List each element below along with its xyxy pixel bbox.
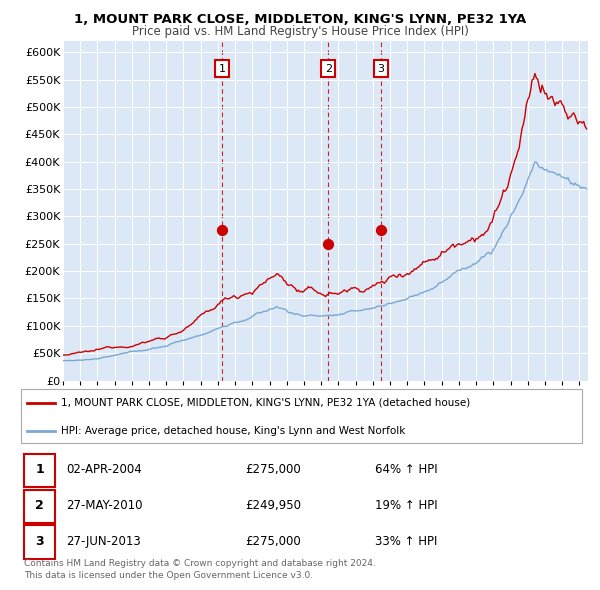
Text: 1, MOUNT PARK CLOSE, MIDDLETON, KING'S LYNN, PE32 1YA: 1, MOUNT PARK CLOSE, MIDDLETON, KING'S L… (74, 13, 526, 26)
FancyBboxPatch shape (23, 454, 55, 487)
Text: 19% ↑ HPI: 19% ↑ HPI (375, 499, 438, 512)
FancyBboxPatch shape (23, 490, 55, 523)
FancyBboxPatch shape (21, 389, 582, 442)
Point (217, 225, 227, 235)
Text: £249,950: £249,950 (245, 499, 301, 512)
Text: 64% ↑ HPI: 64% ↑ HPI (375, 463, 438, 476)
Text: 2: 2 (325, 64, 332, 74)
Text: 27-JUN-2013: 27-JUN-2013 (66, 535, 141, 548)
Text: HPI: Average price, detached house, King's Lynn and West Norfolk: HPI: Average price, detached house, King… (61, 426, 405, 435)
Text: 27-MAY-2010: 27-MAY-2010 (66, 499, 143, 512)
Text: 1: 1 (35, 463, 44, 476)
Text: 33% ↑ HPI: 33% ↑ HPI (375, 535, 437, 548)
Point (376, 225, 386, 235)
Text: 02-APR-2004: 02-APR-2004 (66, 463, 142, 476)
Text: £275,000: £275,000 (245, 463, 301, 476)
Text: This data is licensed under the Open Government Licence v3.0.: This data is licensed under the Open Gov… (23, 571, 313, 581)
Text: 1: 1 (219, 64, 226, 74)
Text: 1, MOUNT PARK CLOSE, MIDDLETON, KING'S LYNN, PE32 1YA (detached house): 1, MOUNT PARK CLOSE, MIDDLETON, KING'S L… (61, 398, 470, 408)
Text: 3: 3 (35, 535, 44, 548)
FancyBboxPatch shape (23, 526, 55, 559)
Text: £275,000: £275,000 (245, 535, 301, 548)
Text: 2: 2 (35, 499, 44, 512)
Text: 3: 3 (377, 64, 384, 74)
Text: Contains HM Land Registry data © Crown copyright and database right 2024.: Contains HM Land Registry data © Crown c… (23, 559, 376, 568)
Point (323, 239, 333, 248)
Text: Price paid vs. HM Land Registry's House Price Index (HPI): Price paid vs. HM Land Registry's House … (131, 25, 469, 38)
